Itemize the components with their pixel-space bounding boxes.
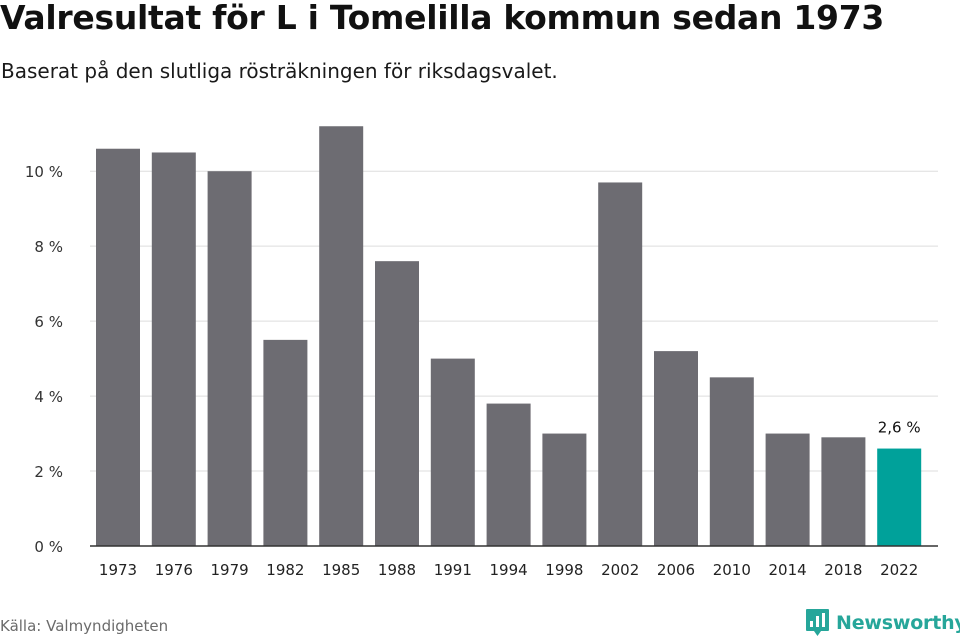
x-tick-label: 2014 [769, 561, 807, 579]
x-tick-label: 1985 [322, 561, 360, 579]
x-tick-label: 2022 [880, 561, 918, 579]
x-tick-label: 1982 [266, 561, 304, 579]
newsworthy-logo-text: Newsworthy [836, 612, 960, 634]
bar-2002 [598, 182, 643, 546]
x-tick-label: 1998 [545, 561, 583, 579]
bar-chart: 0 % 2 % 4 % 6 % 8 % 10 % 1973 1976 1979 1982 1985 1… [25, 126, 938, 579]
bar-2018 [821, 437, 866, 546]
x-tick-label: 1994 [490, 561, 528, 579]
bar-1991 [430, 358, 475, 546]
newsworthy-logo: Newsworthy [805, 608, 960, 638]
bar-1976 [151, 152, 196, 546]
bar-2022 [877, 448, 922, 546]
newsworthy-logo-icon [806, 609, 829, 636]
bar-2014 [765, 433, 810, 546]
x-tick-label: 1988 [378, 561, 416, 579]
x-tick-label: 2018 [824, 561, 862, 579]
bar-1994 [486, 403, 531, 546]
y-tick-label: 2 % [34, 463, 63, 481]
bar-1973 [96, 148, 140, 546]
x-tick-label: 1979 [211, 561, 249, 579]
x-tick-label: 2006 [657, 561, 695, 579]
y-tick-label: 6 % [34, 313, 63, 331]
bar-1979 [207, 171, 252, 546]
chart-subtitle: Baserat på den slutliga rösträkningen fö… [1, 59, 558, 83]
bar-1998 [542, 433, 587, 546]
source-note: Källa: Valmyndigheten [0, 617, 169, 635]
bar-1982 [263, 339, 308, 546]
data-label: 2,6 % [878, 419, 921, 437]
x-tick-label: 1991 [434, 561, 472, 579]
y-tick-label: 10 % [25, 163, 63, 181]
x-tick-label: 2002 [601, 561, 639, 579]
x-tick-label: 2010 [713, 561, 751, 579]
x-tick-label: 1973 [99, 561, 137, 579]
y-tick-label: 8 % [34, 238, 63, 256]
y-tick-label: 0 % [34, 538, 63, 556]
x-tick-label: 1976 [155, 561, 193, 579]
chart-title: Valresultat för L i Tomelilla kommun sed… [0, 0, 885, 37]
bar-1985 [319, 126, 364, 547]
y-tick-label: 4 % [34, 388, 63, 406]
bar-2006 [654, 351, 698, 546]
bar-1988 [375, 261, 419, 546]
bar-2010 [709, 377, 754, 546]
